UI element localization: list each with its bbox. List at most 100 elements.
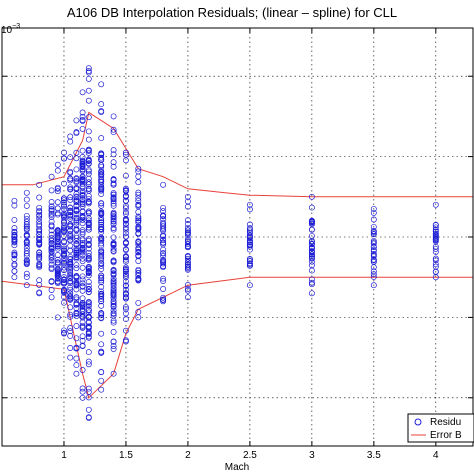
residual-point	[67, 328, 74, 335]
residual-point	[79, 264, 86, 271]
residual-point	[184, 255, 191, 262]
residual-point	[110, 113, 117, 120]
residual-point	[67, 286, 74, 293]
residual-point	[67, 242, 74, 249]
residual-point	[184, 287, 191, 294]
residual-point	[85, 69, 92, 76]
residual-point	[79, 176, 86, 183]
residual-point	[122, 253, 129, 260]
residual-point	[110, 234, 117, 241]
residual-point	[79, 147, 86, 154]
residual-point	[67, 234, 74, 241]
residual-point	[79, 295, 86, 302]
residual-point	[67, 304, 74, 311]
residual-point	[135, 224, 142, 231]
residual-point	[79, 394, 86, 401]
residual-point	[67, 175, 74, 182]
residual-point	[135, 277, 142, 284]
residual-point	[110, 210, 117, 217]
residual-point	[73, 149, 80, 156]
residual-point	[432, 257, 439, 264]
residual-point	[122, 310, 129, 317]
residual-point	[54, 259, 61, 266]
residual-point	[67, 296, 74, 303]
residual-point	[184, 241, 191, 248]
residual-point	[67, 247, 74, 254]
residual-point	[79, 214, 86, 221]
residual-point	[61, 264, 67, 271]
x-tick-label: 2.5	[243, 450, 257, 461]
residual-point	[36, 262, 43, 269]
residual-point	[23, 252, 30, 259]
residual-point	[11, 216, 18, 223]
residual-point	[122, 205, 129, 212]
residual-point	[67, 332, 74, 339]
residual-point	[160, 236, 167, 243]
residual-point	[67, 280, 74, 287]
residual-point	[23, 282, 30, 289]
residual-point	[23, 261, 30, 267]
residual-point	[61, 213, 67, 220]
residual-point	[122, 305, 129, 312]
residual-point	[67, 354, 74, 361]
residual-point	[184, 294, 191, 301]
residual-point	[48, 218, 55, 225]
residual-point	[79, 160, 86, 167]
residual-point	[122, 278, 129, 285]
x-axis-label: Mach	[225, 462, 249, 473]
residual-point	[67, 168, 74, 175]
residual-point	[67, 133, 74, 140]
residual-point	[370, 282, 377, 289]
residual-point	[85, 414, 92, 421]
residual-point	[160, 296, 167, 303]
residual-point	[67, 313, 74, 320]
residual-point	[110, 216, 117, 223]
residual-point	[135, 195, 142, 202]
residual-point	[184, 243, 191, 250]
residual-point	[85, 289, 92, 296]
residual-point	[308, 218, 315, 225]
residual-point	[73, 355, 80, 362]
legend-box	[407, 413, 474, 443]
residual-point	[36, 218, 43, 225]
x-tick-label: 2	[185, 450, 191, 461]
residual-point	[61, 274, 67, 281]
residual-point	[67, 269, 74, 276]
residual-point	[85, 168, 92, 175]
residual-point	[61, 258, 67, 265]
residual-point	[370, 209, 377, 216]
residual-point	[85, 65, 92, 72]
residual-point	[98, 108, 105, 115]
residual-point	[79, 242, 86, 249]
residual-point	[110, 319, 117, 326]
residual-point	[85, 221, 92, 228]
residual-point	[98, 274, 105, 281]
residual-point	[135, 226, 142, 233]
residual-point	[110, 343, 117, 349]
residual-point	[79, 273, 86, 280]
residual-point	[79, 385, 86, 392]
residual-point	[11, 262, 18, 269]
residual-point	[160, 286, 167, 292]
residual-point	[85, 195, 92, 202]
chart-title: A106 DB Interpolation Residuals; (linear…	[67, 5, 397, 20]
residual-point	[110, 291, 117, 298]
residual-point	[110, 129, 117, 136]
residual-point	[48, 210, 55, 217]
residual-point	[73, 221, 80, 228]
residual-point	[73, 305, 80, 311]
residual-point	[122, 203, 129, 209]
residual-point	[61, 180, 67, 187]
residual-point	[98, 283, 105, 290]
residual-point	[308, 220, 315, 227]
residual-point	[98, 185, 105, 192]
residual-point	[122, 304, 129, 311]
residual-point	[98, 341, 105, 348]
residual-point	[308, 281, 315, 288]
residual-point	[98, 181, 105, 188]
residual-point	[79, 252, 86, 258]
residual-point	[122, 264, 129, 271]
residual-point	[79, 113, 86, 120]
residual-point	[184, 227, 191, 234]
residual-point	[61, 299, 67, 306]
